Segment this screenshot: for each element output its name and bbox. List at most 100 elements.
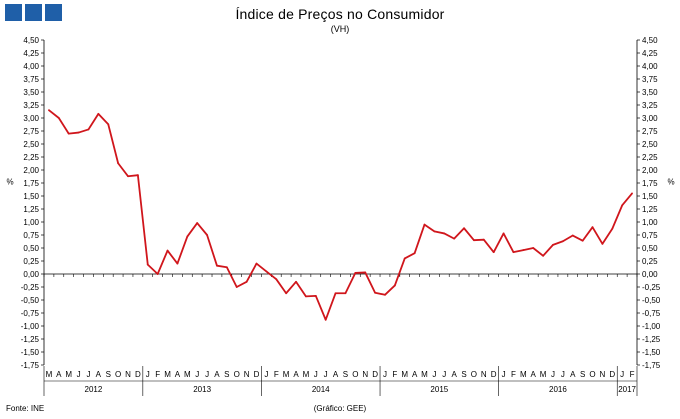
data-point <box>245 280 248 283</box>
data-point <box>305 295 307 298</box>
series-line <box>48 109 633 321</box>
y-axis-unit-left: % <box>6 178 13 187</box>
data-point <box>463 227 465 230</box>
y-tick-label-right: 4,00 <box>642 62 658 71</box>
x-month-label: F <box>155 370 160 379</box>
y-tick-label-left: -1,00 <box>21 322 40 331</box>
data-point <box>57 117 60 119</box>
x-month-label: D <box>254 370 260 379</box>
x-month-label: M <box>46 370 53 379</box>
y-tick-label-right: -1,00 <box>642 322 661 331</box>
x-month-label: J <box>264 370 268 379</box>
data-point <box>67 132 70 135</box>
y-tick-label-right: 0,00 <box>642 270 658 279</box>
y-tick-label-right: 4,50 <box>642 36 658 45</box>
data-point <box>166 249 169 252</box>
x-year-label: 2017 <box>618 385 636 394</box>
y-tick-label-left: -1,25 <box>21 335 40 344</box>
data-point <box>77 131 80 134</box>
y-tick-label-right: 0,25 <box>642 257 658 266</box>
x-month-label: F <box>630 370 635 379</box>
y-tick-label-right: 2,50 <box>642 140 658 149</box>
y-tick-label-right: -1,25 <box>642 335 661 344</box>
y-tick-label-right: 2,00 <box>642 166 658 175</box>
data-point <box>156 273 159 275</box>
y-tick-label-right: 2,25 <box>642 153 658 162</box>
y-tick-label-right: 3,50 <box>642 88 658 97</box>
data-point <box>146 263 149 266</box>
x-month-label: S <box>106 370 111 379</box>
x-month-label: A <box>570 370 576 379</box>
y-tick-label-left: 0,25 <box>23 257 39 266</box>
credit-note: (Gráfico: GEE) <box>313 404 367 413</box>
x-month-label: M <box>421 370 428 379</box>
x-month-label: M <box>303 370 310 379</box>
x-month-label: S <box>461 370 466 379</box>
data-point <box>532 247 535 249</box>
x-month-label: M <box>164 370 171 379</box>
y-tick-label-left: 1,25 <box>23 205 39 214</box>
x-month-label: J <box>561 370 565 379</box>
x-month-label: F <box>511 370 516 379</box>
x-month-label: N <box>125 370 131 379</box>
data-point <box>225 266 228 269</box>
data-point <box>482 238 485 241</box>
logo <box>5 4 62 21</box>
y-tick-label-right: -1,75 <box>642 361 661 370</box>
x-month-label: A <box>412 370 418 379</box>
data-point <box>571 234 574 237</box>
data-point <box>127 175 129 178</box>
y-axis-unit-right: % <box>667 178 674 187</box>
x-month-label: F <box>274 370 279 379</box>
data-point <box>453 237 456 240</box>
y-tick-label-right: 1,50 <box>642 192 658 201</box>
data-point <box>601 242 604 245</box>
x-month-label: A <box>293 370 299 379</box>
x-month-label: J <box>551 370 555 379</box>
x-month-label: J <box>502 370 506 379</box>
y-tick-label-left: 2,25 <box>23 153 39 162</box>
data-point <box>423 223 426 226</box>
data-point <box>364 271 367 274</box>
data-point <box>591 226 594 229</box>
data-point <box>107 123 110 126</box>
y-tick-label-right: 1,75 <box>642 179 658 188</box>
x-month-label: O <box>115 370 121 379</box>
logo-square <box>5 4 22 21</box>
data-point <box>176 262 179 265</box>
data-point <box>621 204 624 207</box>
data-point <box>374 291 376 294</box>
x-month-label: M <box>65 370 72 379</box>
data-point <box>433 230 436 233</box>
x-month-label: A <box>214 370 220 379</box>
y-tick-label-right: -0,25 <box>642 283 661 292</box>
data-point <box>403 257 406 260</box>
x-month-label: N <box>362 370 368 379</box>
data-point <box>611 227 614 230</box>
x-month-label: S <box>580 370 585 379</box>
chart-subtitle: (VH) <box>330 24 350 34</box>
y-tick-label-left: -0,50 <box>21 296 40 305</box>
y-tick-label-left: 0,50 <box>23 244 39 253</box>
data-point <box>413 252 416 255</box>
x-month-label: D <box>372 370 378 379</box>
x-month-label: O <box>234 370 240 379</box>
x-month-label: J <box>383 370 387 379</box>
data-point <box>512 251 515 254</box>
x-year-label: 2014 <box>312 385 330 394</box>
y-tick-label-left: 3,50 <box>23 88 39 97</box>
x-month-label: D <box>491 370 497 379</box>
data-point <box>295 280 297 283</box>
data-point <box>522 249 525 251</box>
data-point <box>473 239 475 242</box>
x-month-label: D <box>609 370 615 379</box>
x-month-label: J <box>195 370 199 379</box>
data-point <box>443 232 446 235</box>
y-tick-label-left: 3,75 <box>23 75 39 84</box>
x-year-label: 2015 <box>430 385 448 394</box>
y-tick-label-left: 4,50 <box>23 36 39 45</box>
y-tick-label-left: 4,00 <box>23 62 39 71</box>
data-point <box>542 254 545 257</box>
x-month-label: D <box>135 370 141 379</box>
